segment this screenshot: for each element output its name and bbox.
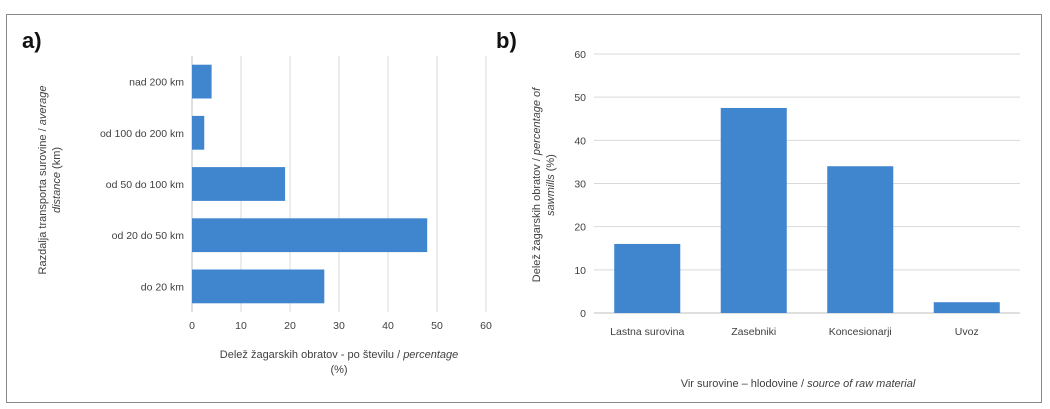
chart-b-y-tick-label: 30 <box>574 179 586 191</box>
chart-a-category-label: od 50 do 100 km <box>106 179 184 191</box>
chart-a-x-tick-labels: 0 10 20 30 40 50 60 <box>189 320 492 332</box>
chart-b-x-axis-title: Vir surovine – hlodovine / source of raw… <box>681 378 916 390</box>
chart-b-category-label: Uvoz <box>955 326 979 338</box>
chart-a-y-axis-title-text: Razdalja transporta surovine / <box>37 125 49 274</box>
chart-a-x-tick-label: 60 <box>480 320 492 332</box>
chart-a-category-label: nad 200 km <box>129 77 184 89</box>
chart-b-y-tick-label: 20 <box>574 222 586 234</box>
chart-a: a) nad 200 km od 100 do 200 km od 50 do 10… <box>22 28 492 376</box>
chart-a-y-axis-title-line2-text: (km) <box>51 147 63 172</box>
chart-a-x-tick-label: 50 <box>431 320 443 332</box>
chart-b-y-axis-title-line2: sawmills (%) <box>545 154 557 216</box>
chart-b-y-tick-label: 40 <box>574 135 586 147</box>
panel-a-label: a) <box>22 28 42 53</box>
chart-b-bars <box>614 107 1000 313</box>
chart-a-x-tick-label: 10 <box>235 320 247 332</box>
chart-b-bar <box>933 302 1000 313</box>
chart-b-category-label: Lastna surovina <box>610 326 684 338</box>
chart-b-category-labels: Lastna surovina Zasebniki Koncesionarji Uvo… <box>610 326 979 338</box>
chart-a-gridlines <box>191 56 487 312</box>
chart-a-category-label: od 100 do 200 km <box>100 128 184 140</box>
chart-b-category-label: Koncesionarji <box>829 326 892 338</box>
chart-a-x-tick-label: 0 <box>189 320 195 332</box>
chart-b-y-axis-title-text: Delež žagarskih obratov / <box>531 155 543 282</box>
chart-b-y-axis-title-italic: percentage of <box>531 87 543 156</box>
chart-a-category-label: od 20 do 50 km <box>112 230 185 242</box>
chart-a-bars <box>192 64 428 304</box>
chart-b-y-axis-title-line1: Delež žagarskih obratov / percentage of <box>531 87 543 282</box>
chart-a-bar <box>192 167 286 201</box>
chart-b-y-tick-label: 10 <box>574 265 586 277</box>
chart-b-y-axis-title: Delež žagarskih obratov / percentage of … <box>531 87 557 282</box>
chart-a-bar <box>192 218 428 253</box>
chart-a-x-axis-title-italic: percentage <box>402 349 458 361</box>
chart-a-bar <box>192 269 325 304</box>
chart-b-bar <box>827 166 894 313</box>
chart-b-y-tick-label: 0 <box>580 308 586 320</box>
chart-a-x-tick-label: 40 <box>382 320 394 332</box>
chart-a-x-tick-label: 20 <box>284 320 296 332</box>
chart-a-x-axis-title-text: Delež žagarskih obratov - po številu / <box>220 349 403 361</box>
chart-b-y-axis-title-line2-text: (%) <box>545 154 557 174</box>
chart-a-category-label: do 20 km <box>141 281 184 293</box>
chart-b-y-tick-labels: 0 10 20 30 40 50 60 <box>574 49 586 320</box>
chart-a-y-axis-title-line1: Razdalja transporta surovine / average <box>37 86 49 275</box>
chart-a-x-tick-label: 30 <box>333 320 345 332</box>
chart-a-category-labels: nad 200 km od 100 do 200 km od 50 do 100 k… <box>100 77 184 294</box>
chart-b-bar <box>614 243 681 313</box>
chart-a-y-axis-title-italic: average <box>37 86 49 126</box>
chart-a-y-axis-title: Razdalja transporta surovine / average d… <box>37 86 63 275</box>
chart-a-bar <box>192 115 205 150</box>
chart-a-y-axis-title-line2-italic: distance <box>51 172 63 213</box>
figure-frame <box>6 14 1042 403</box>
chart-b-x-axis-title-text: Vir surovine – hlodovine / <box>681 378 807 390</box>
chart-b-y-tick-label: 50 <box>574 92 586 104</box>
chart-b-x-axis-title-italic: source of raw material <box>807 378 916 390</box>
chart-b-category-label: Zasebniki <box>731 326 776 338</box>
panel-b-label: b) <box>496 28 517 53</box>
chart-a-bar <box>192 64 212 99</box>
chart-a-x-axis-unit: (%) <box>330 364 347 376</box>
chart-a-x-axis-title: Delež žagarskih obratov - po številu / p… <box>220 349 458 361</box>
chart-b-y-axis-title-line2-italic: sawmills <box>545 174 557 216</box>
chart-a-y-axis-title-line2: distance (km) <box>51 147 63 213</box>
chart-b-bar <box>720 107 787 313</box>
chart-b: b) 0 10 20 30 40 50 60 Lastna surovina Zasebnik… <box>496 28 1020 390</box>
chart-b-y-tick-label: 60 <box>574 49 586 61</box>
